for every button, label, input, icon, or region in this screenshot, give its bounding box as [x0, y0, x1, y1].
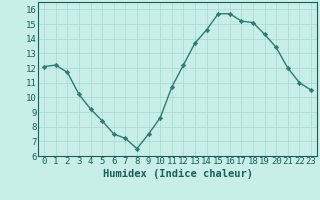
X-axis label: Humidex (Indice chaleur): Humidex (Indice chaleur)	[103, 169, 252, 179]
